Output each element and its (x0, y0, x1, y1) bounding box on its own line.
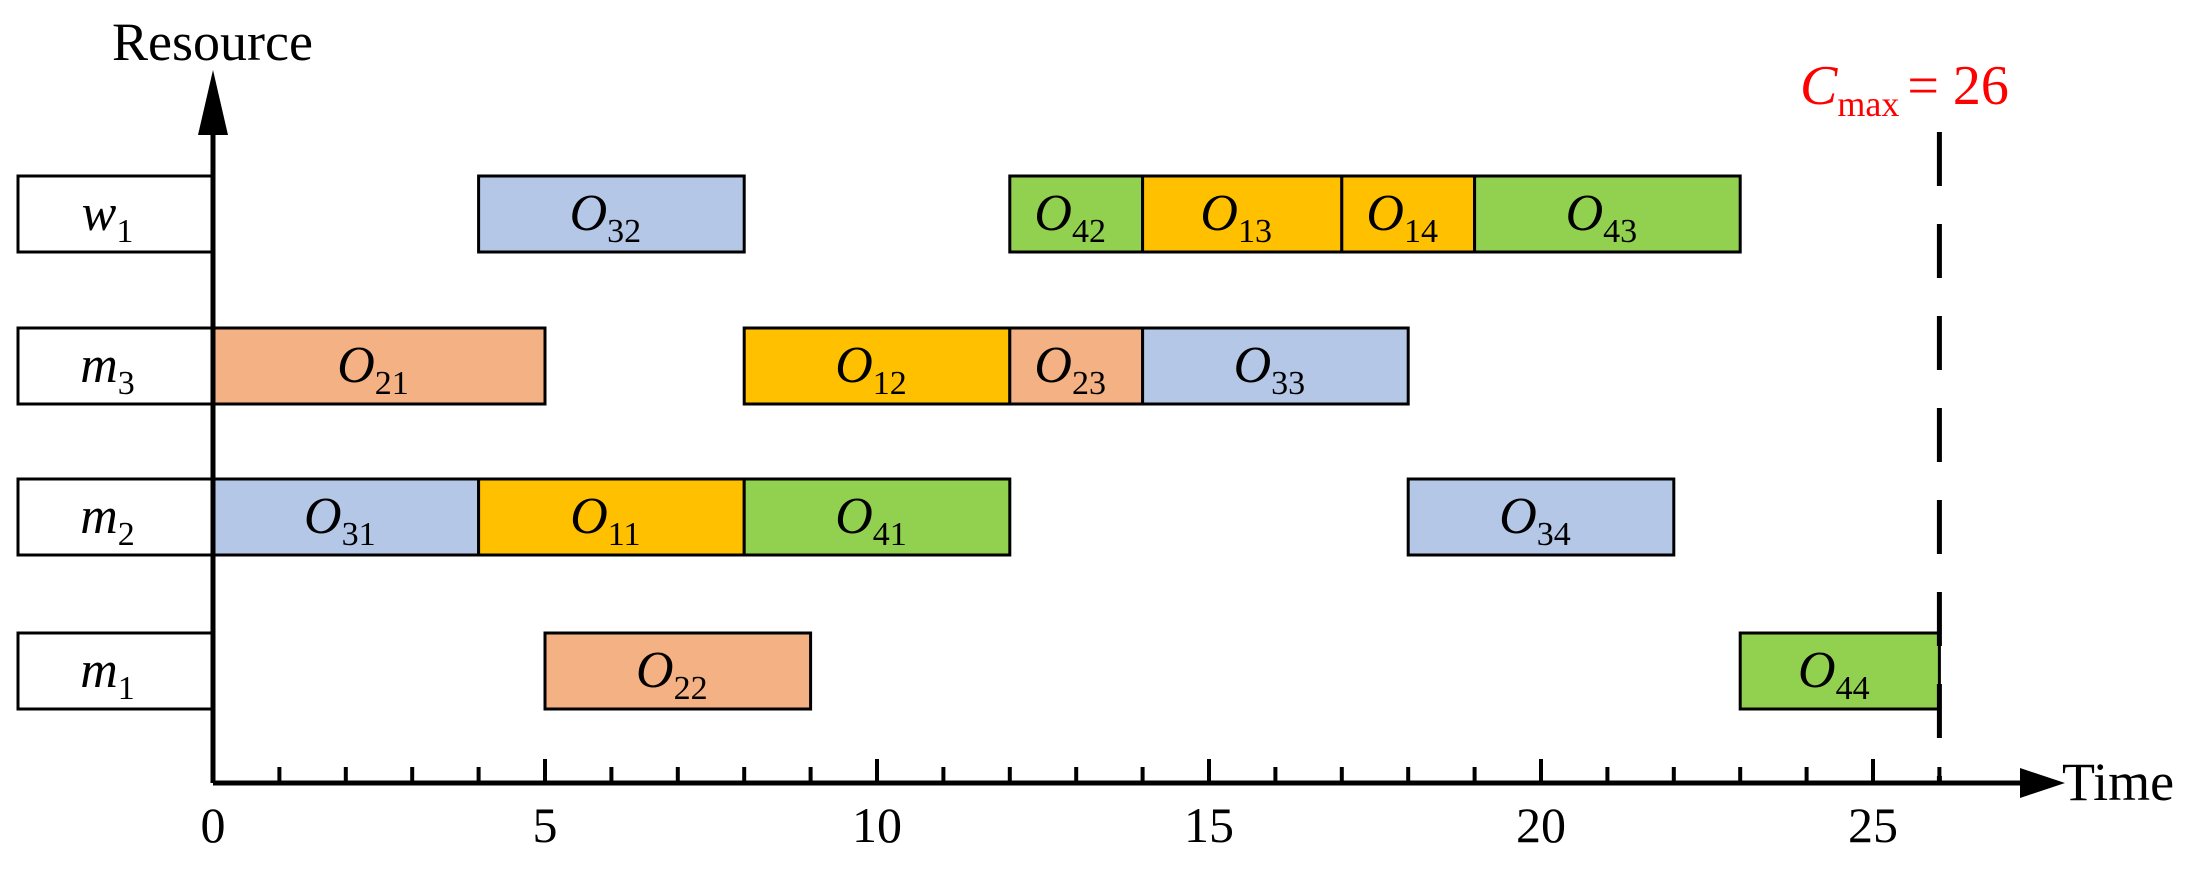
bar-O44 (1738, 631, 1941, 711)
bar-label-O11: O11 (570, 488, 640, 553)
bar-label-O43: O43 (1566, 185, 1638, 250)
x-ticks: 0 5 10 15 20 25 (201, 759, 1942, 853)
y-axis-label: Resource (112, 12, 313, 72)
x-tick-label-15: 15 (1184, 797, 1234, 853)
bar-O41 (742, 477, 1012, 557)
x-axis-label: Time (2062, 752, 2174, 812)
resource-labels: w1 m3 m2 m1 (16, 174, 215, 711)
bar-label-O22: O22 (636, 642, 708, 707)
x-tick-label-20: 20 (1516, 797, 1566, 853)
y-axis-arrow (198, 70, 228, 135)
makespan-label: Cmax = 26 (1800, 55, 2009, 124)
bar-O33 (1141, 326, 1410, 406)
x-axis-arrow (2020, 768, 2065, 798)
x-tick-label-25: 25 (1848, 797, 1898, 853)
bar-O22 (543, 631, 813, 711)
resource-box-m3 (16, 326, 215, 406)
bar-label-O41: O41 (835, 488, 907, 553)
bar-label-O44: O44 (1798, 642, 1870, 707)
resource-label-m2: m2 (80, 488, 135, 553)
bar-label-O14: O14 (1366, 185, 1438, 250)
bar-label-O21: O21 (337, 337, 409, 402)
x-tick-label-10: 10 (852, 797, 902, 853)
bar-O32 (477, 174, 746, 254)
bar-label-O32: O32 (570, 185, 642, 250)
bar-O21 (211, 326, 547, 406)
bar-O14 (1340, 174, 1477, 254)
makespan-marker: Cmax = 26 (1800, 55, 2009, 783)
x-tick-label-5: 5 (533, 797, 558, 853)
bar-label-O33: O33 (1234, 337, 1306, 402)
bar-O12 (742, 326, 1012, 406)
bar-label-O12: O12 (835, 337, 907, 402)
bar-label-O42: O42 (1034, 185, 1106, 250)
bar-O13 (1141, 174, 1344, 254)
operation-bars: O32 O42 O13 O14 O43 O21 O12 O23 O33 O31 O11 O41 O34 O… (211, 174, 1941, 711)
bar-label-O13: O13 (1200, 185, 1272, 250)
x-tick-label-0: 0 (201, 797, 226, 853)
resource-label-m1: m1 (80, 642, 135, 707)
bar-O11 (477, 477, 746, 557)
resource-label-m3: m3 (80, 337, 135, 402)
bar-O34 (1406, 477, 1676, 557)
bar-label-O31: O31 (304, 488, 376, 553)
bar-label-O23: O23 (1034, 337, 1106, 402)
axes: Resource Time (112, 12, 2174, 812)
bar-O43 (1473, 174, 1742, 254)
resource-label-w1: w1 (82, 185, 134, 250)
bar-O23 (1008, 326, 1145, 406)
bar-label-O34: O34 (1499, 488, 1571, 553)
